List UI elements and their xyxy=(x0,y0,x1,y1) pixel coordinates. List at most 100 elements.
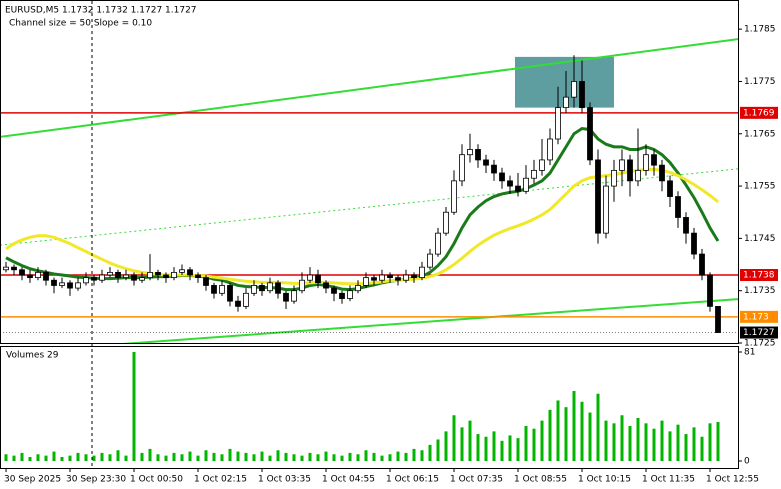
volume-bar xyxy=(68,455,72,461)
volume-bar xyxy=(524,426,528,461)
candle-body xyxy=(283,292,289,302)
volume-bar xyxy=(20,452,24,461)
x-tick-label: 1 Oct 04:55 xyxy=(322,475,375,485)
candle-body xyxy=(555,107,561,140)
volume-bar xyxy=(676,424,680,461)
volume-bar xyxy=(452,415,456,461)
volume-bar xyxy=(92,455,96,461)
volume-bar xyxy=(620,415,624,461)
volume-bar xyxy=(252,454,256,461)
volume-bar xyxy=(628,426,632,461)
volume-bar xyxy=(636,417,640,461)
volume-bar xyxy=(244,452,248,461)
candle-body xyxy=(451,180,457,213)
x-tick-label: 1 Oct 00:50 xyxy=(130,475,183,485)
candle-body xyxy=(323,282,329,289)
candle-body xyxy=(67,282,73,289)
candle-body xyxy=(523,177,529,192)
volume-bar xyxy=(76,452,80,461)
price-panel xyxy=(1,38,738,343)
volume-bar xyxy=(268,455,272,461)
volume-bar xyxy=(60,456,64,461)
level-label-box xyxy=(740,310,778,323)
volume-bar xyxy=(132,352,136,461)
volume-bar xyxy=(308,452,312,461)
x-tick-label: 1 Oct 12:55 xyxy=(706,475,759,485)
candle-body xyxy=(595,159,601,234)
candle-body xyxy=(3,266,9,271)
candle-body xyxy=(243,292,249,307)
candle-body xyxy=(339,292,345,299)
candle-body xyxy=(571,81,577,98)
x-tick-label: 1 Oct 11:35 xyxy=(642,475,695,485)
channel-middle xyxy=(1,168,738,246)
volume-bar xyxy=(276,450,280,461)
y-tick-label: 1.1755 xyxy=(744,182,776,192)
volume-bar xyxy=(300,455,304,461)
candle-body xyxy=(699,253,705,276)
candle-body xyxy=(531,169,537,179)
volume-bar xyxy=(332,454,336,461)
candle-body xyxy=(139,277,145,281)
volume-bar xyxy=(404,452,408,461)
volume-bar xyxy=(516,438,520,461)
candle-body xyxy=(579,81,585,109)
x-tick-label: 30 Sep 23:30 xyxy=(66,475,126,485)
volume-bar xyxy=(556,400,560,461)
candle-body xyxy=(443,211,449,234)
volume-bar xyxy=(212,452,216,461)
level-label: 1.1738 xyxy=(743,271,775,281)
volume-bar xyxy=(684,434,688,461)
volume-bar xyxy=(156,454,160,461)
volume-bar xyxy=(428,444,432,461)
volume-bar xyxy=(500,440,504,461)
volume-bar xyxy=(12,455,16,461)
candle-body xyxy=(499,172,505,182)
candle-body xyxy=(379,274,385,281)
candle-body xyxy=(331,287,337,294)
candle-body xyxy=(51,279,57,286)
x-tick-label: 1 Oct 08:55 xyxy=(514,475,567,485)
candle-body xyxy=(651,154,657,166)
volume-bar xyxy=(588,412,592,461)
y-tick-label: 1.1765 xyxy=(744,129,776,139)
volume-bar xyxy=(548,409,552,461)
candle-body xyxy=(387,274,393,279)
candle-body xyxy=(299,279,305,292)
volume-bar xyxy=(444,431,448,461)
volume-bar xyxy=(476,434,480,461)
volume-bar xyxy=(660,420,664,461)
channel-upper xyxy=(1,38,738,138)
candle-body xyxy=(35,271,41,279)
candle-body xyxy=(227,285,233,302)
volume-bar xyxy=(284,452,288,461)
volume-bar xyxy=(396,451,400,461)
candle-body xyxy=(403,274,409,281)
x-tick-label: 30 Sep 2025 xyxy=(4,475,61,485)
candle-body xyxy=(667,180,673,197)
candle-body xyxy=(675,196,681,218)
level-label: 1.173 xyxy=(743,312,769,322)
volume-bar xyxy=(84,454,88,461)
candle-body xyxy=(619,159,625,171)
volume-bar xyxy=(340,455,344,461)
volume-bar xyxy=(204,450,208,461)
candle-body xyxy=(435,232,441,255)
x-tick-label: 1 Oct 07:35 xyxy=(450,475,503,485)
volume-bar xyxy=(580,401,584,461)
candle-body xyxy=(683,217,689,234)
volume-bar xyxy=(436,439,440,461)
volume-bar xyxy=(412,448,416,461)
chart-title: EURUSD,M5 1.1732 1.1732 1.1727 1.1727 xyxy=(5,6,197,16)
level-label-box xyxy=(740,326,778,339)
candle-body xyxy=(75,282,81,289)
volume-bar xyxy=(612,423,616,461)
volume-bar xyxy=(700,436,704,461)
x-tick-label: 1 Oct 10:15 xyxy=(578,475,631,485)
volume-bar xyxy=(4,454,8,461)
candle-body xyxy=(195,274,201,279)
x-tick-label: 1 Oct 03:35 xyxy=(258,475,311,485)
candle-body xyxy=(131,274,137,281)
